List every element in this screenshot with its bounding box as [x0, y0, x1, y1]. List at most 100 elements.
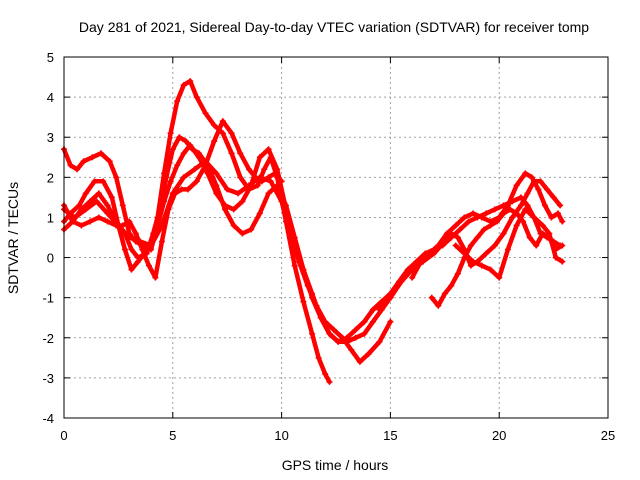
data-point: [108, 194, 115, 201]
data-point: [261, 166, 268, 173]
data-point: [113, 174, 120, 181]
data-point: [211, 138, 218, 145]
data-point: [504, 202, 511, 209]
y-axis-label: SDTVAR / TECUs: [5, 182, 21, 294]
data-point: [213, 170, 220, 177]
data-point: [237, 150, 244, 157]
data-point: [552, 254, 559, 261]
data-point: [537, 178, 544, 185]
data-point: [104, 210, 111, 217]
data-point: [496, 274, 503, 281]
data-point: [454, 234, 461, 241]
data-point: [467, 262, 474, 269]
data-point: [322, 318, 329, 325]
data-point: [483, 210, 490, 217]
data-point: [487, 266, 494, 273]
y-tick-label: -4: [42, 411, 54, 426]
data-point: [522, 206, 529, 213]
data-point: [513, 182, 520, 189]
data-point: [539, 230, 546, 237]
axis-ticks: 0 5 10 15 20 25 -4 -3 -2 -1 0 1 2 3 4 5: [42, 50, 615, 443]
data-point: [448, 282, 455, 289]
data-point: [239, 198, 246, 205]
data-point: [480, 226, 487, 233]
data-point: [202, 158, 209, 165]
data-point: [504, 246, 511, 253]
data-point: [491, 206, 498, 213]
data-point: [97, 150, 104, 157]
x-tick-label: 15: [383, 428, 397, 443]
data-point: [326, 330, 333, 337]
data-point: [211, 122, 218, 129]
data-point: [265, 190, 272, 197]
data-point: [361, 330, 368, 337]
data-point: [522, 170, 529, 177]
data-point: [352, 334, 359, 341]
data-point: [387, 318, 394, 325]
data-point: [524, 202, 531, 209]
data-point: [507, 206, 514, 213]
data-point: [435, 242, 442, 249]
data-point: [239, 230, 246, 237]
data-point: [435, 302, 442, 309]
data-point: [378, 298, 385, 305]
data-point: [309, 330, 316, 337]
data-point: [104, 218, 111, 225]
data-point: [265, 146, 272, 153]
data-point: [517, 202, 524, 209]
data-point: [158, 222, 165, 229]
data-point: [148, 242, 155, 249]
data-point: [222, 206, 229, 213]
data-point: [169, 190, 176, 197]
data-point: [478, 214, 485, 221]
data-point: [254, 182, 261, 189]
data-point: [139, 246, 146, 253]
data-point: [531, 214, 538, 221]
data-point: [528, 174, 535, 181]
data-point: [121, 246, 128, 253]
data-point: [539, 222, 546, 229]
data-point: [137, 238, 144, 245]
data-point: [256, 210, 263, 217]
data-point: [559, 242, 566, 249]
data-point: [169, 146, 176, 153]
data-point: [376, 338, 383, 345]
data-point: [237, 174, 244, 181]
data-point: [452, 222, 459, 229]
y-tick-label: 1: [47, 210, 54, 225]
data-point: [322, 370, 329, 377]
data-point: [524, 190, 531, 197]
data-point: [152, 274, 159, 281]
data-point: [91, 178, 98, 185]
data-point: [356, 358, 363, 365]
data-point: [557, 202, 564, 209]
data-point: [465, 218, 472, 225]
data-point: [224, 186, 231, 193]
data-point: [119, 202, 126, 209]
y-tick-label: 5: [47, 50, 54, 65]
data-point: [82, 206, 89, 213]
data-point: [544, 186, 551, 193]
data-point: [278, 198, 285, 205]
data-point: [245, 166, 252, 173]
data-point: [128, 246, 135, 253]
data-point: [348, 346, 355, 353]
data-point: [267, 178, 274, 185]
data-point: [71, 214, 78, 221]
data-point: [387, 294, 394, 301]
data-point: [248, 226, 255, 233]
data-point: [369, 306, 376, 313]
data-point: [461, 214, 468, 221]
data-point: [287, 230, 294, 237]
data-point: [452, 242, 459, 249]
data-point: [494, 218, 501, 225]
data-point: [352, 326, 359, 333]
data-point: [513, 210, 520, 217]
data-point: [300, 298, 307, 305]
data-point: [158, 238, 165, 245]
data-point: [74, 166, 81, 173]
data-point: [176, 134, 183, 141]
data-point: [470, 210, 477, 217]
data-point: [193, 94, 200, 101]
data-point: [228, 130, 235, 137]
